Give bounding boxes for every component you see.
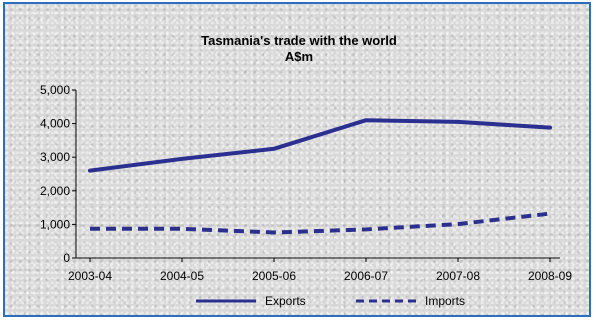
- y-tick-label: 3,000: [40, 150, 70, 164]
- series-line-imports: [90, 211, 551, 235]
- chart-frame: [3, 2, 591, 317]
- chart-subtitle: A$m: [285, 49, 313, 64]
- y-tick-label: 0: [63, 251, 70, 265]
- x-tick-label: 2003-04: [68, 269, 112, 283]
- legend-exports-label: Exports: [265, 294, 306, 308]
- y-tick-label: 5,000: [40, 83, 70, 97]
- chart-title: Tasmania's trade with the world: [201, 33, 397, 48]
- x-tick-label: 2004-05: [160, 269, 204, 283]
- x-tick-label: 2005-06: [252, 269, 296, 283]
- x-tick-label: 2006-07: [344, 269, 388, 283]
- y-tick-label: 1,000: [40, 217, 70, 231]
- y-tick-label: 4,000: [40, 117, 70, 131]
- legend-imports-label: Imports: [425, 294, 465, 308]
- legend: Exports Imports: [196, 294, 465, 308]
- x-tick-label: 2008-09: [528, 269, 572, 283]
- series-line-exports: [88, 118, 552, 173]
- y-tick-label: 2,000: [40, 184, 70, 198]
- x-tick-label: 2007-08: [436, 269, 480, 283]
